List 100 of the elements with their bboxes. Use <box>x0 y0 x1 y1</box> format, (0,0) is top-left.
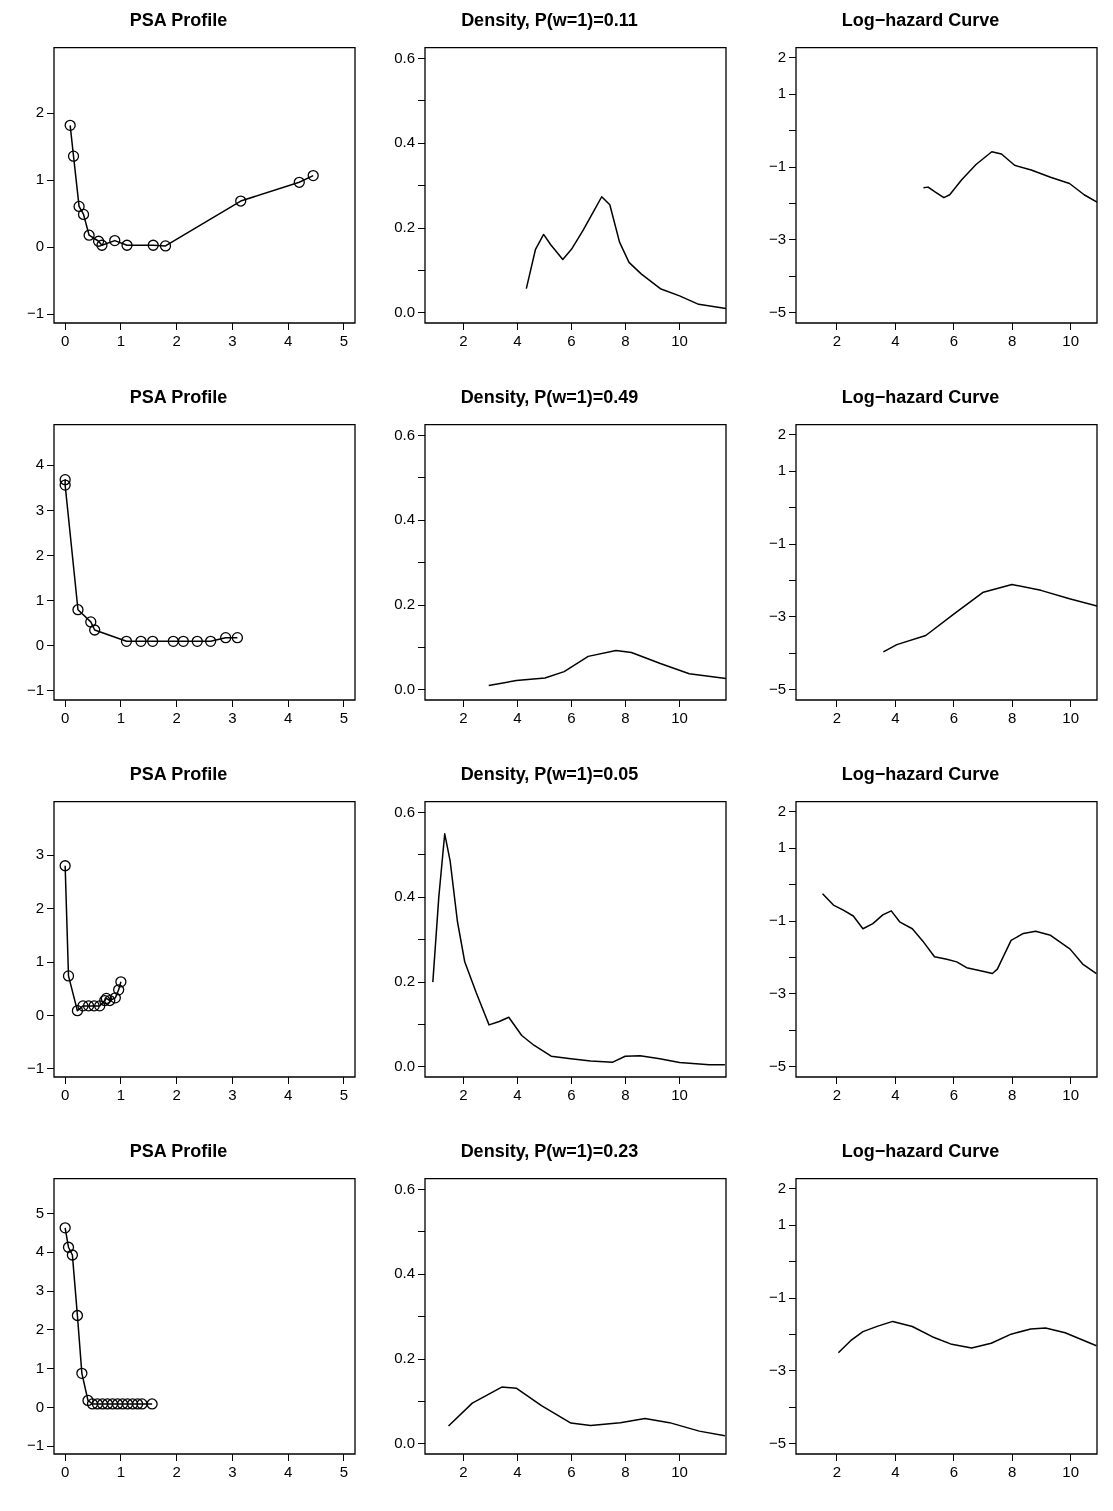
x-tick-label: 2 <box>832 709 842 727</box>
point <box>101 1398 114 1410</box>
x-tick-label: 8 <box>621 709 630 727</box>
y-tick-label: 0.2 <box>394 218 415 236</box>
point <box>177 635 189 647</box>
x-tick-label: 3 <box>228 709 237 727</box>
point <box>204 635 217 647</box>
point <box>146 1398 158 1410</box>
x-tick-label: 1 <box>116 1086 126 1104</box>
x-tick-label: 6 <box>567 1086 576 1104</box>
y-tick-label: 2 <box>777 47 786 65</box>
point <box>126 1398 139 1410</box>
y-tick-label: 0.0 <box>394 1056 415 1074</box>
y-tick-label: −1 <box>26 1436 44 1454</box>
y-tick-label: −1 <box>26 304 44 322</box>
y-tick-label: −5 <box>768 1433 786 1451</box>
x-tick-label: 4 <box>891 1463 900 1481</box>
y-tick-label: 4 <box>35 455 44 473</box>
x-tick-label: 8 <box>1008 1086 1017 1104</box>
y-tick-label: 1 <box>777 838 786 856</box>
x-tick-label: 10 <box>671 332 688 350</box>
x-tick-label: 2 <box>832 332 842 350</box>
x-tick-label: 8 <box>621 1463 630 1481</box>
x-tick-label: 10 <box>1062 1086 1080 1104</box>
y-tick-label: 0.0 <box>394 302 415 320</box>
point <box>59 1222 71 1234</box>
x-tick-label: 2 <box>459 332 468 350</box>
point <box>71 1005 84 1017</box>
chart-title: Log−hazard Curve <box>841 1140 1000 1161</box>
x-tick-label: 4 <box>891 1086 900 1104</box>
x-tick-label: 2 <box>459 1086 468 1104</box>
point <box>220 632 232 644</box>
y-tick-label: 3 <box>35 500 44 518</box>
point <box>307 169 319 182</box>
y-tick-label: −1 <box>768 1288 786 1306</box>
y-tick-label: 0.2 <box>394 1349 415 1367</box>
x-tick-label: 1 <box>116 1463 126 1481</box>
chart-title: Density, P(w=1)=0.11 <box>461 9 638 30</box>
chart-title: PSA Profile <box>129 1140 228 1161</box>
y-tick-label: 0 <box>35 635 44 653</box>
point <box>147 635 159 647</box>
x-tick-label: 0 <box>60 1463 70 1481</box>
y-tick-label: 4 <box>35 1242 44 1260</box>
y-tick-label: 2 <box>35 545 44 563</box>
y-tick-label: −3 <box>768 230 786 248</box>
point <box>89 624 101 636</box>
x-tick-label: 8 <box>621 1086 630 1104</box>
chart-title: Log−hazard Curve <box>841 763 1000 784</box>
x-tick-label: 4 <box>891 709 900 727</box>
x-tick-label: 8 <box>1008 332 1017 350</box>
y-tick-label: −1 <box>26 681 44 699</box>
y-tick-label: 0.6 <box>394 48 415 66</box>
x-tick-label: 2 <box>172 709 181 727</box>
point <box>96 239 108 251</box>
x-tick-label: 4 <box>283 1463 293 1481</box>
y-tick-label: 2 <box>35 1320 44 1338</box>
x-tick-label: 8 <box>1008 1463 1017 1481</box>
y-tick-label: 0.0 <box>394 679 415 697</box>
point <box>135 635 147 647</box>
x-tick-label: 2 <box>459 709 468 727</box>
x-tick-label: 6 <box>949 332 958 350</box>
y-tick-label: 1 <box>35 170 44 188</box>
x-tick-label: 10 <box>1062 1463 1080 1481</box>
y-tick-label: 2 <box>777 1178 786 1196</box>
point <box>136 1398 148 1410</box>
point <box>88 1000 100 1012</box>
y-tick-label: 0.4 <box>394 887 415 905</box>
x-tick-label: 2 <box>172 1086 181 1104</box>
y-tick-label: 0.4 <box>394 1264 415 1282</box>
y-tick-label: −1 <box>768 534 786 552</box>
x-tick-label: 5 <box>339 1086 349 1104</box>
y-tick-label: 2 <box>777 424 786 442</box>
x-tick-label: 2 <box>459 1463 468 1481</box>
y-tick-label: −1 <box>26 1059 44 1077</box>
x-tick-label: 2 <box>832 1086 842 1104</box>
x-tick-label: 0 <box>60 1086 70 1104</box>
x-tick-label: 4 <box>283 709 293 727</box>
y-tick-label: 2 <box>35 103 44 121</box>
point <box>59 474 71 486</box>
x-tick-label: 8 <box>1008 709 1017 727</box>
y-tick-label: 3 <box>35 845 44 863</box>
x-tick-label: 3 <box>228 1086 237 1104</box>
point <box>235 195 247 207</box>
chart-title: Density, P(w=1)=0.05 <box>460 763 639 784</box>
chart-title: Density, P(w=1)=0.49 <box>460 386 639 407</box>
chart-title: PSA Profile <box>129 386 228 407</box>
x-tick-label: 3 <box>228 332 237 350</box>
point <box>64 119 76 131</box>
point <box>71 1309 84 1322</box>
point <box>109 992 121 1004</box>
y-tick-label: −5 <box>768 302 786 320</box>
y-tick-label: 3 <box>35 1281 44 1299</box>
y-tick-label: −3 <box>768 607 786 625</box>
y-tick-label: 0.6 <box>394 1179 415 1197</box>
point <box>106 1398 119 1410</box>
point <box>121 239 133 251</box>
y-tick-label: −1 <box>768 157 786 175</box>
point <box>62 970 75 982</box>
point <box>76 1367 88 1379</box>
point <box>67 150 80 162</box>
